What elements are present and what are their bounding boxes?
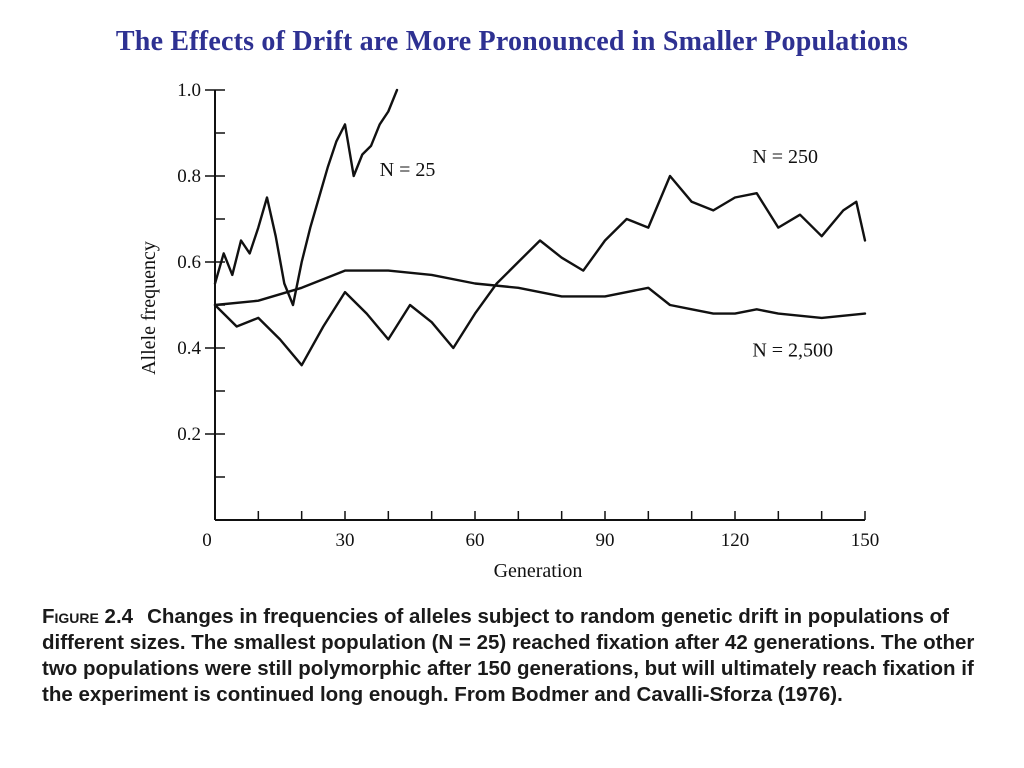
chart-series (213, 88, 867, 367)
figure-caption: Figure 2.4 Changes in frequencies of alle… (42, 604, 992, 708)
series-label-n2500: N = 2,500 (752, 340, 833, 362)
y-tick-label: 0.6 (177, 252, 201, 273)
axis-ticks (205, 89, 866, 520)
x-tick-label: 60 (466, 530, 485, 551)
drift-line-chart: 0 30 60 90 120 150 0.2 0.4 0.6 0.8 1.0 N = 25 N = 25… (138, 80, 879, 582)
x-tick-label: 0 (202, 530, 212, 551)
figure-label: Figure 2.4 (42, 605, 134, 628)
x-tick-label: 30 (336, 530, 355, 551)
chart-labels: 0 30 60 90 120 150 0.2 0.4 0.6 0.8 1.0 N = 25 N = 25… (177, 80, 879, 551)
caption-text: Changes in frequencies of alleles subjec… (42, 605, 975, 706)
slide-title: The Effects of Drift are More Pronounced… (115, 26, 909, 57)
y-tick-label: 0.2 (177, 424, 201, 445)
y-tick-label: 0.4 (177, 338, 201, 359)
y-axis-title: Allele frequency (138, 241, 160, 375)
series-label-n250: N = 250 (752, 146, 818, 168)
series-line-n2500 (213, 269, 867, 320)
x-axis-title: Generation (494, 560, 583, 582)
x-tick-label: 120 (721, 530, 750, 551)
y-tick-label: 1.0 (177, 80, 201, 101)
y-tick-label: 0.8 (177, 166, 201, 187)
series-line-n250 (213, 174, 867, 367)
x-tick-label: 150 (851, 530, 880, 551)
series-label-n25: N = 25 (380, 159, 436, 181)
x-tick-label: 90 (596, 530, 615, 551)
series-line-n25 (213, 88, 399, 307)
